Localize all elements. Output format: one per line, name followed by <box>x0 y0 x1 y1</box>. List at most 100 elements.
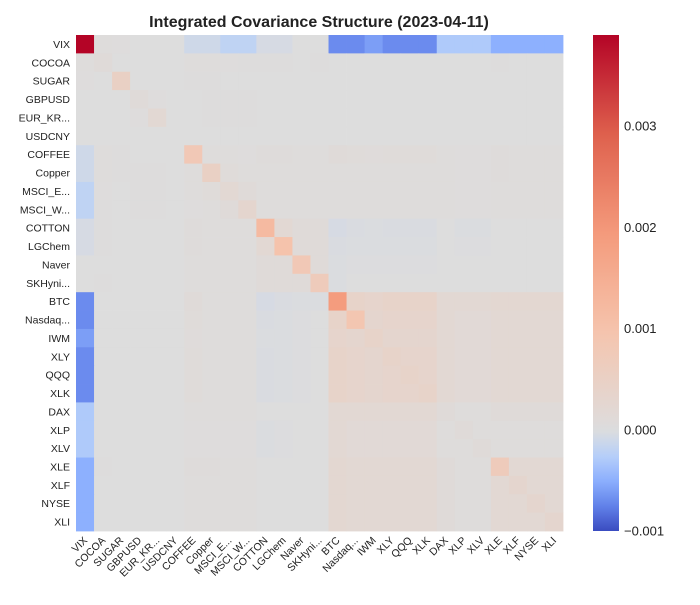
heatmap-cell <box>436 402 456 422</box>
heatmap-cell <box>184 126 203 146</box>
heatmap-cell <box>184 273 203 293</box>
heatmap-cell <box>382 310 402 330</box>
heatmap-cell <box>130 328 149 348</box>
heatmap-cell <box>130 218 149 238</box>
heatmap-cell <box>364 439 384 458</box>
heatmap-cell <box>202 126 221 146</box>
heatmap-cell <box>202 53 221 73</box>
heatmap-cell <box>166 365 185 385</box>
heatmap-cell <box>148 292 167 311</box>
heatmap-cell <box>148 310 167 330</box>
heatmap-cell <box>400 347 420 367</box>
heatmap-cell <box>490 90 510 109</box>
heatmap-cell <box>166 181 185 201</box>
y-tick-label: XLF <box>51 480 70 492</box>
heatmap-cell <box>256 108 275 128</box>
heatmap-cell <box>148 439 167 458</box>
heatmap-cell <box>310 328 329 348</box>
heatmap-cell <box>418 292 438 311</box>
heatmap-cell <box>454 457 474 477</box>
heatmap-cell <box>454 420 474 440</box>
heatmap-cell <box>490 494 510 514</box>
heatmap-cell <box>292 384 311 403</box>
heatmap-cell <box>454 71 474 91</box>
heatmap-cell <box>220 457 239 477</box>
heatmap-cell <box>472 273 492 293</box>
heatmap-cell <box>238 292 257 311</box>
heatmap-cell <box>292 439 311 458</box>
heatmap-cell <box>238 53 257 73</box>
heatmap-cell <box>436 90 456 109</box>
heatmap-cell <box>274 108 293 128</box>
heatmap-cell <box>310 90 329 109</box>
heatmap-cell <box>526 200 546 220</box>
heatmap-cell <box>508 35 528 54</box>
heatmap-cell <box>328 292 347 311</box>
heatmap-cell <box>526 457 546 477</box>
heatmap-cell <box>436 365 456 385</box>
heatmap-cell <box>328 145 347 164</box>
heatmap-cell <box>112 90 131 109</box>
heatmap-cell <box>364 457 384 477</box>
heatmap-cell <box>220 494 239 514</box>
heatmap-cell <box>94 310 113 330</box>
heatmap-cell <box>256 457 275 477</box>
heatmap-cell <box>130 292 149 311</box>
heatmap-cell <box>94 126 113 146</box>
heatmap-cell <box>544 126 564 146</box>
heatmap-cell <box>328 90 347 109</box>
heatmap-cell <box>238 90 257 109</box>
heatmap-cell <box>436 181 456 201</box>
heatmap-cell <box>256 181 275 201</box>
heatmap-cell <box>184 310 203 330</box>
heatmap-cell <box>346 145 365 164</box>
heatmap-cell <box>148 71 167 91</box>
heatmap-cell <box>310 237 329 256</box>
y-tick-label: SUGAR <box>33 76 71 88</box>
heatmap-cell <box>328 255 347 275</box>
heatmap-cell <box>112 512 131 532</box>
heatmap-cell <box>346 90 365 109</box>
heatmap-cell <box>418 181 438 201</box>
heatmap-cell <box>382 292 402 311</box>
heatmap-cell <box>454 237 474 256</box>
heatmap-cell <box>346 163 365 183</box>
heatmap-cell <box>256 328 275 348</box>
heatmap-cell <box>526 237 546 256</box>
heatmap-cell <box>328 439 347 458</box>
chart-title: Integrated Covariance Structure (2023-04… <box>149 14 489 31</box>
heatmap-cell <box>436 145 456 164</box>
heatmap-cell <box>76 90 95 109</box>
heatmap-cell <box>400 163 420 183</box>
heatmap-cell <box>94 384 113 403</box>
heatmap-cell <box>418 200 438 220</box>
heatmap-cell <box>418 310 438 330</box>
heatmap-cell <box>490 292 510 311</box>
heatmap-cell <box>112 494 131 514</box>
heatmap-cell <box>328 163 347 183</box>
heatmap-cell <box>472 200 492 220</box>
heatmap-cell <box>400 402 420 422</box>
heatmap-cell <box>328 457 347 477</box>
heatmap-cell <box>544 163 564 183</box>
heatmap-cell <box>220 365 239 385</box>
heatmap-cell <box>418 494 438 514</box>
heatmap-cell <box>274 365 293 385</box>
heatmap-cell <box>526 90 546 109</box>
heatmap-cell <box>292 237 311 256</box>
heatmap-cell <box>328 71 347 91</box>
heatmap-cell <box>400 494 420 514</box>
heatmap-cell <box>418 255 438 275</box>
heatmap-cell <box>274 126 293 146</box>
heatmap-cell <box>238 126 257 146</box>
heatmap-cell <box>130 255 149 275</box>
heatmap-cell <box>166 512 185 532</box>
heatmap-cell <box>328 181 347 201</box>
heatmap-cell <box>238 347 257 367</box>
heatmap-cell <box>436 255 456 275</box>
heatmap-cell <box>310 126 329 146</box>
heatmap-cell <box>346 457 365 477</box>
heatmap-cell <box>166 53 185 73</box>
heatmap-cell <box>292 145 311 164</box>
heatmap-cell <box>364 255 384 275</box>
